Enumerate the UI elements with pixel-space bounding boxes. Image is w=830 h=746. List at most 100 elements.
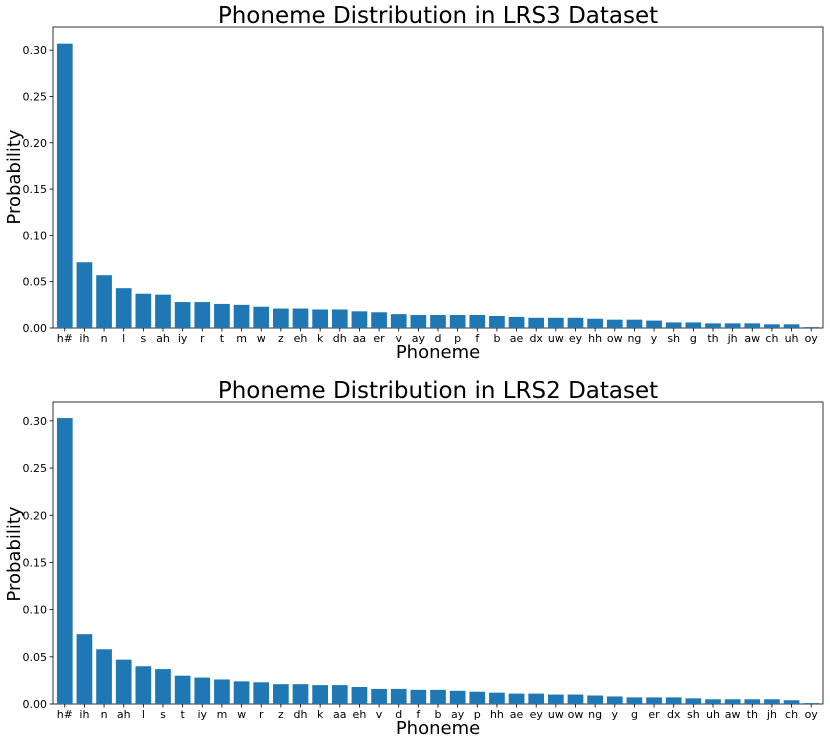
- x-tick-label: ay: [412, 332, 426, 345]
- bar-v: [390, 314, 407, 328]
- x-tick-label: sh: [687, 708, 700, 721]
- bar-p: [449, 315, 466, 328]
- bar-ch: [764, 324, 780, 328]
- bar-dx: [528, 317, 545, 328]
- x-tick-label: ih: [79, 332, 89, 345]
- y-tick-label: 0.10: [23, 229, 48, 242]
- bar-aa: [351, 311, 368, 328]
- x-tick-label: uh: [785, 332, 799, 345]
- x-tick-label: d: [435, 332, 442, 345]
- bar-b: [489, 315, 505, 328]
- bars: [56, 418, 820, 705]
- x-axis-label: Phoneme: [396, 342, 480, 363]
- chart-lrs2: Phoneme Distribution in LRS2 Dataset 0.0…: [4, 378, 824, 739]
- bar-iy: [194, 677, 211, 704]
- bar-n: [96, 649, 112, 704]
- bar-iy: [174, 302, 191, 328]
- bar-er: [646, 697, 662, 704]
- x-tick-label: uw: [548, 332, 564, 345]
- x-tick-label: iy: [178, 332, 188, 345]
- bar-v: [371, 688, 387, 704]
- bar-h#: [56, 418, 73, 704]
- bar-ah: [155, 294, 171, 328]
- bar-w: [253, 306, 270, 328]
- bar-z: [273, 308, 289, 328]
- chart-title: Phoneme Distribution in LRS3 Dataset: [218, 3, 658, 29]
- bar-sh: [665, 322, 682, 328]
- x-tick-label: p: [474, 708, 481, 721]
- bar-jh: [764, 699, 780, 704]
- y-tick-label: 0.15: [23, 556, 48, 569]
- x-tick-label: hh: [588, 332, 602, 345]
- x-tick-label: ah: [156, 332, 170, 345]
- x-tick-label: ow: [607, 332, 623, 345]
- bar-dh: [292, 684, 309, 704]
- y-tick-label: 0.00: [23, 698, 48, 711]
- x-tick-label: t: [220, 332, 225, 345]
- y-axis-label: Probability: [4, 129, 25, 224]
- bar-ey: [528, 693, 545, 704]
- bar-er: [371, 312, 387, 328]
- x-tick-label: w: [237, 708, 246, 721]
- x-tick-label: ae: [510, 332, 524, 345]
- x-tick-label: r: [200, 332, 205, 345]
- x-tick-label: n: [101, 332, 108, 345]
- x-tick-label: th: [707, 332, 718, 345]
- x-tick-label: z: [278, 332, 284, 345]
- x-tick-label: ch: [785, 708, 798, 721]
- bar-dx: [665, 697, 682, 704]
- bar-hh: [489, 692, 505, 704]
- x-tick-label: b: [435, 708, 442, 721]
- x-tick-label: h#: [57, 332, 73, 345]
- x-tick-label: ch: [765, 332, 778, 345]
- bar-eh: [292, 308, 309, 328]
- y-axis-ticks: 0.00 0.05 0.10 0.15 0.20 0.25 0.30: [23, 44, 53, 335]
- bar-ow: [567, 694, 584, 704]
- y-axis-label: Probability: [4, 506, 25, 601]
- x-tick-label: hh: [490, 708, 504, 721]
- bar-ng: [587, 695, 603, 704]
- x-tick-label: aw: [744, 332, 760, 345]
- x-tick-label: y: [612, 708, 619, 721]
- bar-ow: [606, 319, 623, 328]
- bar-f: [469, 315, 486, 328]
- x-tick-label: ng: [627, 332, 641, 345]
- bar-l: [115, 288, 132, 328]
- bar-uh: [705, 699, 721, 704]
- x-axis-ticks: h# ih n l s ah iy r t m w z eh k dh aa er v ay d p f b ae dx uw ey…: [57, 328, 819, 345]
- y-tick-label: 0.15: [23, 183, 48, 196]
- x-tick-label: ah: [117, 708, 131, 721]
- bar-r: [194, 302, 211, 328]
- x-tick-label: aa: [333, 708, 346, 721]
- y-tick-label: 0.10: [23, 604, 48, 617]
- bar-ch: [783, 700, 800, 704]
- x-tick-label: oy: [805, 332, 819, 345]
- x-tick-label: m: [236, 332, 247, 345]
- bar-g: [685, 322, 702, 328]
- y-tick-label: 0.20: [23, 137, 48, 150]
- bar-dh: [331, 309, 348, 328]
- x-tick-label: iy: [198, 708, 208, 721]
- y-tick-label: 0.05: [23, 651, 48, 664]
- x-tick-label: er: [648, 708, 660, 721]
- bar-eh: [351, 687, 368, 704]
- x-tick-label: l: [142, 708, 145, 721]
- bar-d: [430, 315, 446, 328]
- x-tick-label: s: [160, 708, 166, 721]
- x-tick-label: dx: [529, 332, 543, 345]
- bar-s: [155, 669, 171, 704]
- bar-uw: [548, 317, 564, 328]
- x-tick-label: ae: [510, 708, 524, 721]
- bar-ay: [449, 690, 466, 704]
- bar-aa: [331, 685, 348, 705]
- x-tick-label: l: [122, 332, 125, 345]
- y-tick-label: 0.30: [23, 44, 48, 57]
- x-tick-label: eh: [353, 708, 367, 721]
- x-tick-label: n: [101, 708, 108, 721]
- x-tick-label: ow: [568, 708, 584, 721]
- chart-lrs3: Phoneme Distribution in LRS3 Dataset 0.0…: [4, 3, 824, 363]
- bar-uh: [783, 324, 800, 328]
- x-tick-label: t: [180, 708, 185, 721]
- bar-th: [744, 699, 761, 704]
